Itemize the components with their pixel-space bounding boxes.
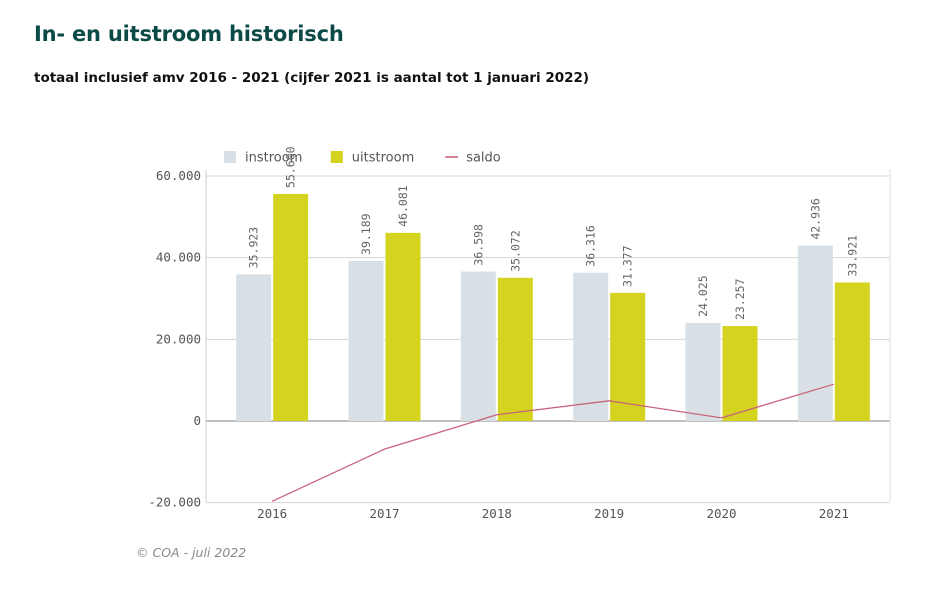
bar-uitstroom — [497, 277, 533, 421]
legend-label-uitstroom: uitstroom — [352, 151, 414, 166]
data-label-uitstroom: 31.377 — [621, 245, 635, 287]
data-label-uitstroom: 35.072 — [508, 230, 522, 272]
credit-text: © COA - juli 2022 — [136, 545, 247, 560]
legend-swatch-uitstroom — [330, 151, 343, 163]
chart-bars — [236, 193, 870, 421]
chart-grid — [206, 175, 890, 504]
data-label-instroom: 39.189 — [359, 213, 373, 255]
bar-uitstroom — [722, 326, 758, 421]
x-tick-label: 2019 — [594, 506, 624, 521]
legend-label-saldo: saldo — [466, 151, 501, 166]
bar-uitstroom — [834, 282, 870, 421]
chart-axis: 60.000 40.000 20.000 0 -20.000 2016 2017 2018 20… — [148, 168, 891, 521]
data-label-instroom: 36.598 — [471, 224, 485, 266]
x-tick-label: 2021 — [819, 506, 849, 521]
bar-uitstroom — [385, 232, 421, 421]
bar-uitstroom — [273, 193, 309, 421]
x-tick-label: 2017 — [369, 506, 399, 521]
bar-instroom — [236, 274, 272, 421]
y-tick-label: 20.000 — [156, 331, 201, 346]
x-tick-label: 2016 — [257, 506, 287, 521]
x-tick-label: 2020 — [706, 506, 736, 521]
data-label-uitstroom: 46.081 — [396, 185, 410, 227]
bar-instroom — [573, 272, 609, 421]
y-tick-label: 40.000 — [156, 250, 201, 265]
data-label-uitstroom: 23.257 — [733, 278, 747, 320]
data-label-instroom: 35.923 — [247, 227, 261, 269]
data-label-instroom: 42.936 — [808, 198, 822, 240]
chart-legend: instroom uitstroom saldo — [224, 151, 501, 166]
x-tick-label: 2018 — [482, 506, 512, 521]
legend-swatch-instroom — [224, 151, 236, 163]
data-label-uitstroom: 33.921 — [845, 235, 859, 277]
bar-uitstroom — [610, 292, 646, 421]
bar-instroom — [348, 260, 384, 421]
bar-instroom — [685, 322, 721, 421]
bar-instroom — [797, 245, 833, 421]
data-label-instroom: 24.025 — [696, 275, 710, 317]
y-tick-label: 60.000 — [156, 168, 201, 183]
legend-label-instroom: instroom — [245, 151, 302, 166]
page-title: In- en uitstroom historisch — [34, 22, 344, 46]
data-label-instroom: 36.316 — [584, 225, 598, 267]
data-label-uitstroom: 55.600 — [284, 146, 298, 188]
bar-instroom — [460, 271, 496, 421]
chart-data-labels: 35.923 55.600 39.189 46.081 36.598 35.072 36.3… — [247, 146, 860, 320]
chart-line — [271, 383, 835, 502]
page-subtitle: totaal inclusief amv 2016 - 2021 (cijfer… — [34, 70, 590, 86]
line-saldo — [271, 383, 835, 502]
y-tick-label: 0 — [193, 413, 201, 428]
y-tick-label: -20.000 — [148, 495, 201, 510]
